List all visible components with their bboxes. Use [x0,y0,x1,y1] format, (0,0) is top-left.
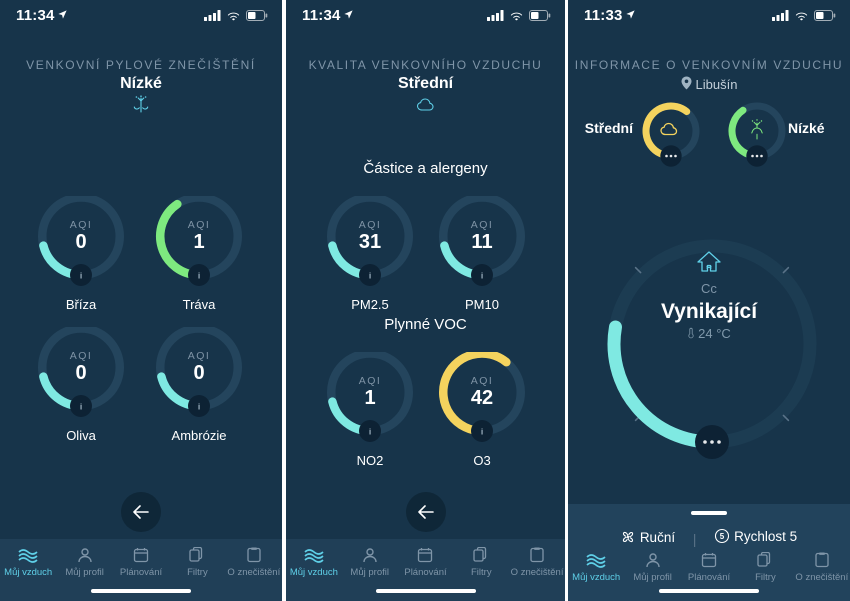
svg-text:AQI: AQI [70,350,93,362]
svg-text:AQI: AQI [188,219,211,231]
svg-text:AQI: AQI [471,375,494,387]
svg-text:AQI: AQI [359,219,382,231]
svg-text:11: 11 [471,231,492,253]
svg-text:1: 1 [364,387,375,409]
svg-text:i: i [369,271,371,281]
svg-text:i: i [80,402,82,412]
svg-text:i: i [198,271,200,281]
svg-text:AQI: AQI [359,375,382,387]
svg-text:1: 1 [193,231,204,253]
svg-text:i: i [481,271,483,281]
svg-text:42: 42 [471,387,493,409]
svg-text:0: 0 [75,362,86,384]
svg-text:i: i [369,427,371,437]
svg-text:i: i [80,271,82,281]
svg-text:i: i [198,402,200,412]
svg-text:5: 5 [720,532,725,541]
svg-text:AQI: AQI [70,219,93,231]
svg-text:AQI: AQI [471,219,494,231]
svg-text:0: 0 [193,362,204,384]
svg-text:AQI: AQI [188,350,211,362]
svg-text:0: 0 [75,231,86,253]
svg-text:i: i [481,427,483,437]
svg-text:31: 31 [359,231,381,253]
